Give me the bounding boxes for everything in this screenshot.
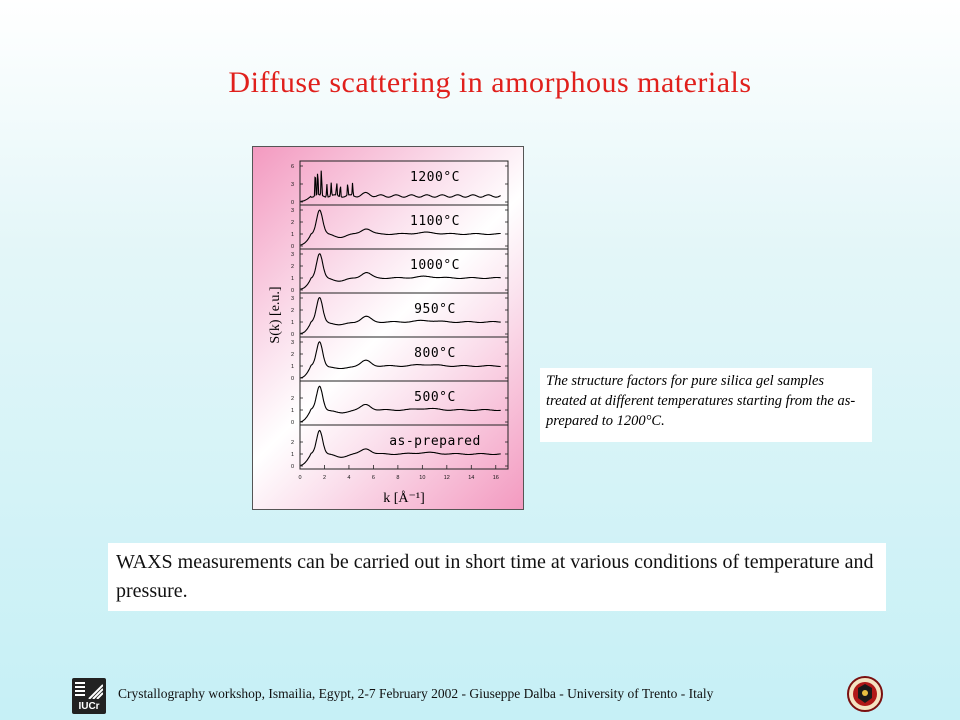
y-tick-label: 1 xyxy=(291,232,294,238)
y-tick-label: 0 xyxy=(291,200,294,206)
structure-factor-chart: 0 3 6 1200°C 0 1 2 3 1100°C 0 1 2 3 1000°C 0 1 2 3 950°C 0 1… xyxy=(252,146,524,510)
series-label: 1100°C xyxy=(410,214,460,229)
y-tick-label: 0 xyxy=(291,376,294,382)
y-tick-label: 2 xyxy=(291,440,294,446)
x-tick-label: 6 xyxy=(372,475,375,481)
y-tick-label: 0 xyxy=(291,244,294,250)
chart-svg: 0361200°C01231100°C01231000°C0123950°C01… xyxy=(268,160,509,506)
waxs-note: WAXS measurements can be carried out in … xyxy=(108,543,886,611)
y-tick-label: 6 xyxy=(291,164,294,170)
y-tick-label: 1 xyxy=(291,276,294,282)
x-axis-label: k [Å⁻¹] xyxy=(383,490,425,506)
y-axis-label: S(k) [e.u.] xyxy=(268,286,283,343)
figure-caption: The structure factors for pure silica ge… xyxy=(540,368,872,442)
series-line-950c xyxy=(300,296,501,334)
university-seal-icon xyxy=(847,676,883,712)
y-tick-label: 1 xyxy=(291,452,294,458)
series-label: 800°C xyxy=(414,346,456,361)
x-tick-label: 8 xyxy=(396,475,399,481)
series-line-1200c xyxy=(300,170,501,202)
series-line-500c xyxy=(300,385,501,423)
y-tick-label: 3 xyxy=(291,252,294,258)
series-label: 1200°C xyxy=(410,170,460,185)
x-tick-label: 14 xyxy=(468,475,474,481)
plot-frame xyxy=(299,160,509,470)
series-line-asprepared xyxy=(300,429,501,466)
x-tick-label: 2 xyxy=(323,475,326,481)
y-tick-label: 2 xyxy=(291,264,294,270)
x-tick-label: 10 xyxy=(419,475,425,481)
y-tick-label: 2 xyxy=(291,352,294,358)
footer-text: Crystallography workshop, Ismailia, Egyp… xyxy=(118,686,714,701)
y-tick-label: 3 xyxy=(291,182,294,188)
slide-title: Diffuse scattering in amorphous material… xyxy=(228,66,752,99)
x-tick-label: 4 xyxy=(347,475,350,481)
y-tick-label: 0 xyxy=(291,420,294,426)
y-tick-label: 1 xyxy=(291,320,294,326)
x-tick-label: 0 xyxy=(298,475,301,481)
y-tick-label: 0 xyxy=(291,332,294,338)
y-tick-label: 3 xyxy=(291,208,294,214)
y-tick-label: 2 xyxy=(291,220,294,226)
series-line-1100c xyxy=(300,209,501,246)
y-tick-label: 2 xyxy=(291,308,294,314)
y-tick-label: 1 xyxy=(291,408,294,414)
y-tick-label: 1 xyxy=(291,364,294,370)
iucr-logo: IUCr xyxy=(72,678,106,714)
y-tick-label: 3 xyxy=(291,296,294,302)
series-label: 1000°C xyxy=(410,258,460,273)
x-tick-label: 12 xyxy=(444,475,450,481)
x-tick-label: 16 xyxy=(493,475,499,481)
series-label: 500°C xyxy=(414,390,456,405)
series-label: 950°C xyxy=(414,302,456,317)
series-line-800c xyxy=(300,341,501,379)
y-tick-label: 3 xyxy=(291,340,294,346)
footer: Crystallography workshop, Ismailia, Egyp… xyxy=(0,680,960,710)
y-tick-label: 0 xyxy=(291,464,294,470)
university-seal-logo xyxy=(846,674,884,714)
iucr-stripes-icon xyxy=(75,682,103,699)
y-tick-label: 2 xyxy=(291,396,294,402)
iucr-logo-label: IUCr xyxy=(78,701,100,712)
y-tick-label: 0 xyxy=(291,288,294,294)
series-line-1000c xyxy=(300,253,501,290)
series-label: as-prepared xyxy=(389,434,481,449)
